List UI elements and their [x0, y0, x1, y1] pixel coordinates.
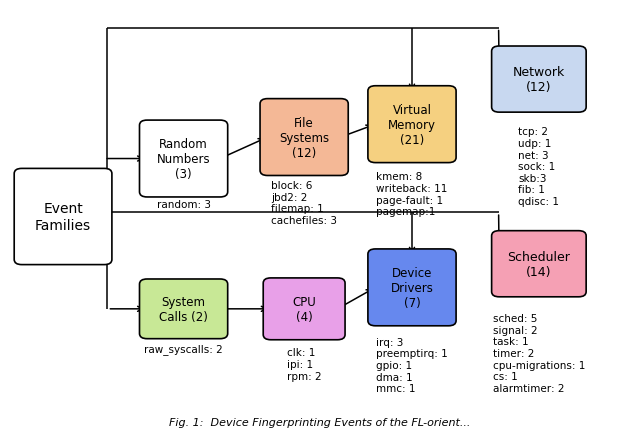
Text: random: 3: random: 3 [157, 200, 211, 210]
FancyBboxPatch shape [492, 47, 586, 113]
Text: Virtual
Memory
(21): Virtual Memory (21) [388, 103, 436, 146]
FancyBboxPatch shape [263, 278, 345, 340]
Text: Scheduler
(14): Scheduler (14) [508, 250, 570, 278]
Text: Event
Families: Event Families [35, 202, 91, 232]
Text: Fig. 1:  Device Fingerprinting Events of the FL-orient...: Fig. 1: Device Fingerprinting Events of … [170, 417, 470, 427]
Text: sched: 5
signal: 2
task: 1
timer: 2
cpu-migrations: 1
cs: 1
alarmtimer: 2: sched: 5 signal: 2 task: 1 timer: 2 cpu-… [493, 313, 585, 393]
Text: Random
Numbers
(3): Random Numbers (3) [157, 138, 211, 181]
Text: tcp: 2
udp: 1
net: 3
sock: 1
skb:3
fib: 1
qdisc: 1: tcp: 2 udp: 1 net: 3 sock: 1 skb:3 fib: … [518, 127, 559, 207]
Text: kmem: 8
writeback: 11
page-fault: 1
pagemap:1: kmem: 8 writeback: 11 page-fault: 1 page… [376, 172, 448, 217]
FancyBboxPatch shape [260, 99, 348, 176]
Text: clk: 1
ipi: 1
rpm: 2: clk: 1 ipi: 1 rpm: 2 [287, 348, 321, 381]
Text: Network
(12): Network (12) [513, 66, 565, 94]
Text: File
Systems
(12): File Systems (12) [279, 116, 329, 159]
FancyBboxPatch shape [140, 121, 228, 197]
Text: block: 6
jbd2: 2
filemap: 1
cachefiles: 3: block: 6 jbd2: 2 filemap: 1 cachefiles: … [271, 181, 337, 225]
FancyBboxPatch shape [140, 279, 228, 339]
FancyBboxPatch shape [14, 169, 112, 265]
Text: System
Calls (2): System Calls (2) [159, 295, 208, 323]
Text: CPU
(4): CPU (4) [292, 295, 316, 323]
FancyBboxPatch shape [492, 231, 586, 297]
Text: irq: 3
preemptirq: 1
gpio: 1
dma: 1
mmc: 1: irq: 3 preemptirq: 1 gpio: 1 dma: 1 mmc:… [376, 337, 448, 393]
FancyBboxPatch shape [368, 250, 456, 326]
Text: raw_syscalls: 2: raw_syscalls: 2 [144, 343, 223, 354]
FancyBboxPatch shape [368, 86, 456, 163]
Text: Device
Drivers
(7): Device Drivers (7) [390, 266, 433, 309]
